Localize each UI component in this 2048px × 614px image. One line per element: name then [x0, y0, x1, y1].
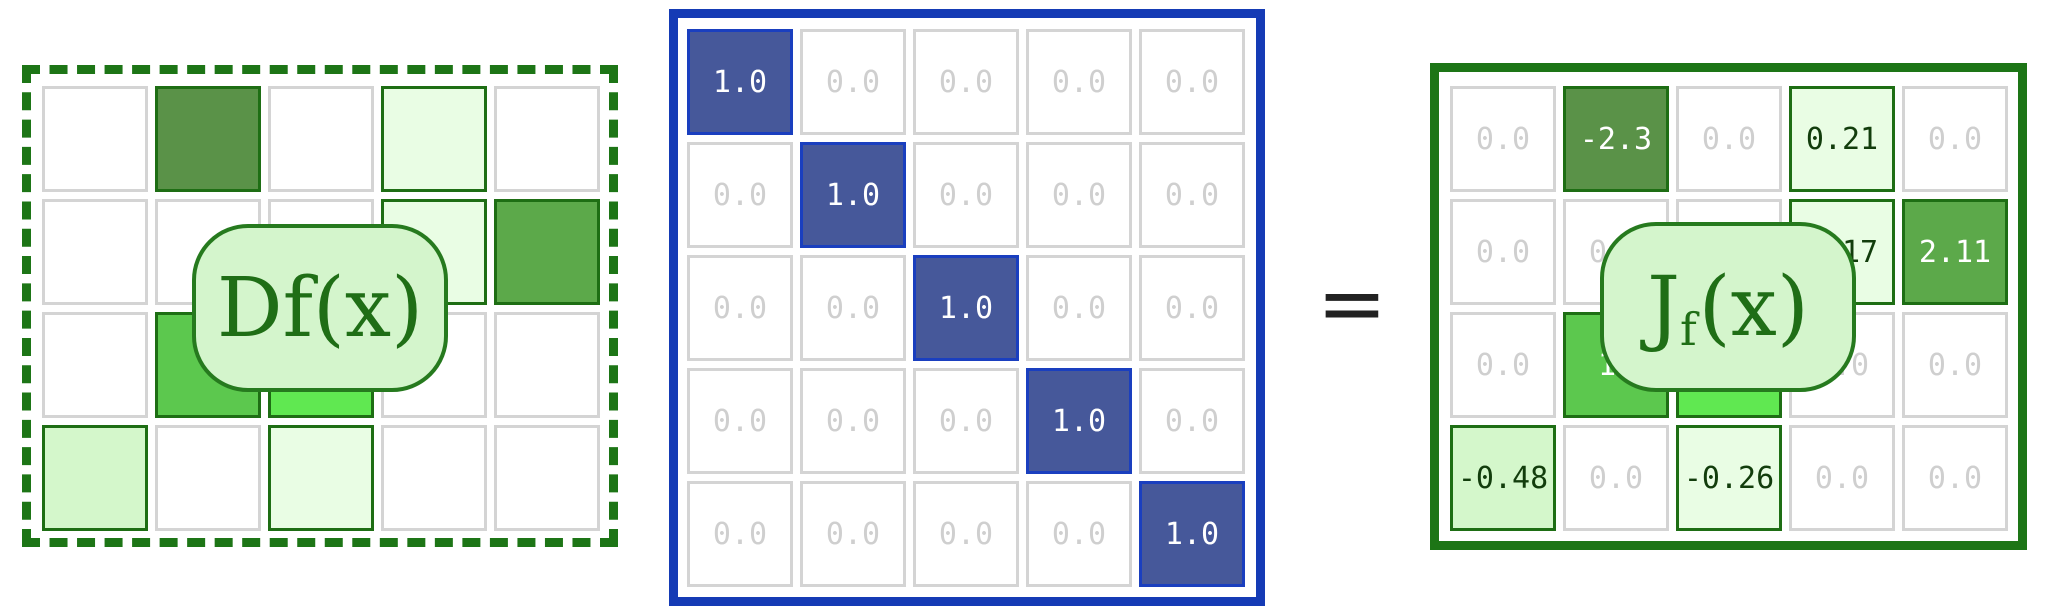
identity-cell: 0.0	[1026, 142, 1132, 248]
derivative-cell	[155, 425, 261, 531]
derivative-cell	[155, 86, 261, 192]
derivative-cell	[494, 86, 600, 192]
jacobian-matrix-frame	[1430, 63, 2027, 550]
jacobian-label-subscript: f	[1679, 303, 1697, 357]
jacobian-cell: 0.0	[1902, 312, 2008, 418]
equals-sign: =	[1316, 254, 1388, 352]
derivative-cell	[42, 312, 148, 418]
identity-cell: 0.0	[800, 368, 906, 474]
jacobian-cell: 0.0	[1563, 425, 1669, 531]
derivative-cell	[494, 425, 600, 531]
identity-cell: 0.0	[1139, 255, 1245, 361]
identity-cell: 0.0	[687, 368, 793, 474]
identity-matrix-frame	[669, 9, 1265, 606]
identity-cell: 1.0	[1139, 481, 1245, 587]
derivative-cell	[381, 425, 487, 531]
identity-cell: 1.0	[800, 142, 906, 248]
derivative-cell	[42, 425, 148, 531]
identity-cell: 0.0	[687, 255, 793, 361]
identity-cell: 0.0	[913, 481, 1019, 587]
derivative-cell	[42, 199, 148, 305]
derivative-cell	[268, 86, 374, 192]
derivative-cell	[494, 199, 600, 305]
derivative-label: Df(x)	[192, 224, 448, 392]
jacobian-cell: -2.3	[1563, 86, 1669, 192]
jacobian-cell: -0.26	[1676, 425, 1782, 531]
jacobian-cell: 0.0	[1450, 312, 1556, 418]
derivative-cell	[381, 86, 487, 192]
derivative-cell	[268, 425, 374, 531]
identity-cell: 0.0	[1139, 142, 1245, 248]
identity-cell: 0.0	[800, 255, 906, 361]
identity-cell: 0.0	[913, 368, 1019, 474]
identity-cell: 0.0	[1139, 368, 1245, 474]
derivative-label-text: Df(x)	[216, 260, 424, 356]
identity-cell: 0.0	[800, 481, 906, 587]
identity-cell: 0.0	[1026, 255, 1132, 361]
jacobian-cell: 0.0	[1902, 86, 2008, 192]
jacobian-cell: 2.11	[1902, 199, 2008, 305]
derivative-cell	[494, 312, 600, 418]
jacobian-cell: 0.0	[1450, 86, 1556, 192]
derivative-matrix-frame	[22, 65, 618, 547]
jacobian-cell: 0.0	[1789, 425, 1895, 531]
identity-cell: 0.0	[687, 481, 793, 587]
identity-cell: 0.0	[800, 29, 906, 135]
jacobian-cell: 0.0	[1450, 199, 1556, 305]
jacobian-cell: -0.48	[1450, 425, 1556, 531]
identity-cell: 0.0	[687, 142, 793, 248]
identity-cell: 1.0	[913, 255, 1019, 361]
jacobian-cell: 0.21	[1789, 86, 1895, 192]
identity-cell: 0.0	[913, 29, 1019, 135]
jacobian-label-suffix: (x)	[1698, 259, 1809, 355]
jacobian-cell: 0.0	[1902, 425, 2008, 531]
identity-cell: 0.0	[1139, 29, 1245, 135]
identity-cell: 0.0	[1026, 29, 1132, 135]
derivative-cell	[42, 86, 148, 192]
identity-cell: 1.0	[687, 29, 793, 135]
identity-cell: 0.0	[913, 142, 1019, 248]
jacobian-label-main: J	[1647, 259, 1680, 355]
jacobian-cell: 0.0	[1676, 86, 1782, 192]
identity-cell: 1.0	[1026, 368, 1132, 474]
identity-cell: 0.0	[1026, 481, 1132, 587]
